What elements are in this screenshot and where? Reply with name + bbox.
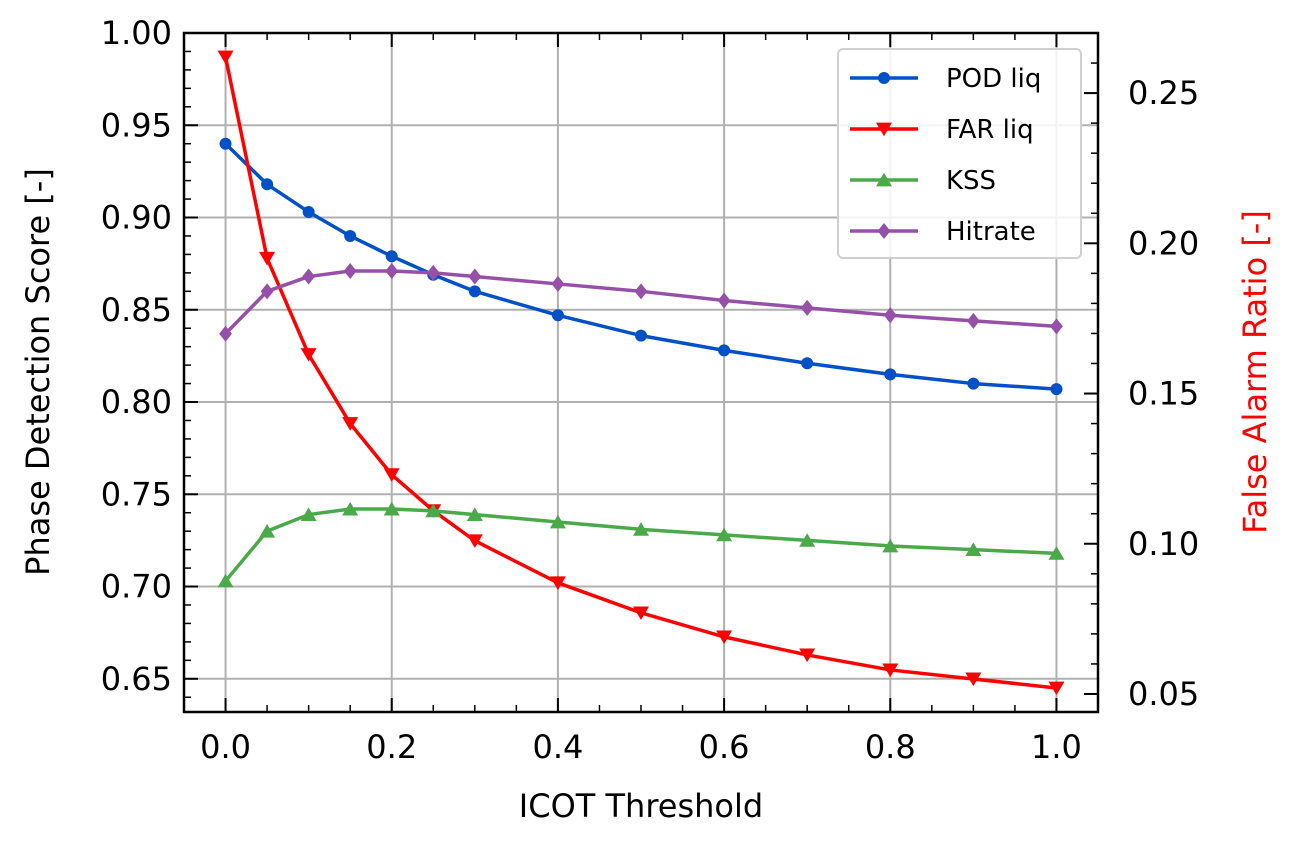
data-point-kss	[383, 501, 400, 516]
legend-marker-kss	[876, 172, 892, 187]
data-point-hitrate	[717, 292, 731, 309]
y2-tick-label: 0.05	[1128, 675, 1199, 713]
x-tick-label: 0.6	[699, 728, 750, 766]
y-tick-label: 0.90	[101, 199, 172, 237]
y2-tick-label: 0.20	[1128, 224, 1199, 262]
y2-tick-label: 0.15	[1128, 375, 1199, 413]
y-tick-label: 0.70	[101, 568, 172, 606]
data-point-far-liq	[259, 251, 276, 266]
x-tick-label: 0.0	[200, 728, 251, 766]
data-point-pod-liq	[1050, 383, 1063, 396]
data-point-hitrate	[385, 263, 399, 280]
data-point-kss	[342, 501, 359, 516]
data-point-pod-liq	[718, 344, 731, 357]
x-tick-label: 0.4	[532, 728, 583, 766]
legend: POD liq FAR liq KSS Hitrate	[837, 48, 1082, 259]
y-axis-label: Phase Detection Score [-]	[19, 168, 57, 576]
data-point-pod-liq	[551, 309, 564, 322]
data-point-kss	[300, 507, 317, 521]
data-point-far-liq	[799, 648, 816, 663]
series-far-liq	[217, 50, 1065, 696]
data-point-pod-liq	[344, 229, 357, 242]
series-line-hitrate	[224, 269, 1057, 335]
data-point-far-liq	[716, 630, 733, 645]
data-point-pod-liq	[302, 205, 315, 218]
data-point-kss	[259, 523, 276, 538]
y2-tick-label: 0.10	[1128, 525, 1199, 563]
data-point-hitrate	[966, 312, 980, 329]
data-point-far-liq	[217, 50, 234, 65]
data-point-kss	[466, 507, 483, 521]
y-tick-label: 1.00	[101, 14, 172, 52]
y2-tick-label: 0.25	[1128, 74, 1199, 112]
data-point-pod-liq	[801, 357, 814, 370]
data-point-far-liq	[965, 672, 982, 687]
data-point-far-liq	[300, 348, 317, 362]
legend-label-pod-liq: POD liq	[946, 64, 1041, 94]
series-line-kss	[224, 507, 1057, 583]
data-point-pod-liq	[967, 377, 980, 390]
data-point-hitrate	[468, 268, 482, 285]
legend-marker-pod-liq	[878, 72, 890, 84]
data-point-pod-liq	[884, 368, 897, 381]
data-point-hitrate	[800, 299, 814, 316]
series-line-far-liq	[223, 56, 1057, 690]
data-point-hitrate	[1050, 318, 1063, 335]
series-line-pod-liq	[224, 142, 1057, 391]
series-kss	[217, 501, 1065, 588]
legend-label-kss: KSS	[946, 166, 996, 196]
data-point-kss	[633, 522, 649, 536]
data-point-hitrate	[634, 283, 648, 300]
data-point-pod-liq	[635, 329, 647, 342]
y-tick-label: 0.75	[101, 475, 172, 513]
x-axis-label: ICOT Threshold	[519, 787, 763, 825]
data-point-kss	[549, 514, 566, 529]
data-point-far-liq	[1048, 681, 1065, 696]
data-point-kss	[425, 503, 442, 518]
data-point-pod-liq	[468, 285, 481, 298]
x-tick-label: 0.2	[366, 728, 417, 766]
legend-marker-far-liq	[876, 122, 892, 137]
data-point-far-liq	[633, 606, 649, 621]
data-point-kss	[217, 573, 234, 588]
data-point-hitrate	[426, 264, 440, 281]
x-tick-label: 0.8	[865, 728, 916, 766]
data-point-kss	[716, 527, 733, 542]
data-point-far-liq	[549, 576, 566, 591]
data-point-far-liq	[342, 417, 359, 431]
data-point-hitrate	[219, 325, 232, 342]
data-point-kss	[799, 533, 816, 547]
ticks: 0.0 0.2 0.4 0.6 0.8 1.0 0.65 0.70 0.75 0.80 0.85 0.…	[101, 14, 1200, 766]
y2-axis-label: False Alarm Ratio [-]	[1236, 210, 1274, 534]
legend-marker-hitrate	[877, 223, 891, 239]
data-point-far-liq	[383, 468, 400, 482]
data-point-far-liq	[882, 663, 899, 678]
y-tick-label: 0.80	[101, 383, 172, 421]
y-tick-label: 0.85	[101, 291, 172, 329]
data-point-kss	[965, 542, 982, 557]
legend-box	[837, 48, 1082, 259]
data-point-kss	[882, 538, 899, 553]
data-point-pod-liq	[385, 250, 398, 263]
series-hitrate	[219, 263, 1063, 342]
y-tick-label: 0.95	[101, 106, 172, 144]
data-point-far-liq	[466, 534, 483, 548]
data-point-pod-liq	[219, 137, 232, 150]
data-point-hitrate	[343, 263, 357, 280]
data-point-pod-liq	[261, 178, 274, 191]
data-point-hitrate	[883, 307, 897, 324]
data-point-hitrate	[260, 283, 274, 300]
x-tick-label: 1.0	[1031, 728, 1082, 766]
data-point-kss	[1048, 546, 1065, 560]
data-point-hitrate	[302, 268, 316, 285]
legend-label-far-liq: FAR liq	[946, 115, 1034, 145]
legend-label-hitrate: Hitrate	[946, 217, 1036, 247]
y-tick-label: 0.65	[101, 660, 172, 698]
data-point-hitrate	[551, 275, 565, 292]
series-layer	[217, 50, 1065, 696]
